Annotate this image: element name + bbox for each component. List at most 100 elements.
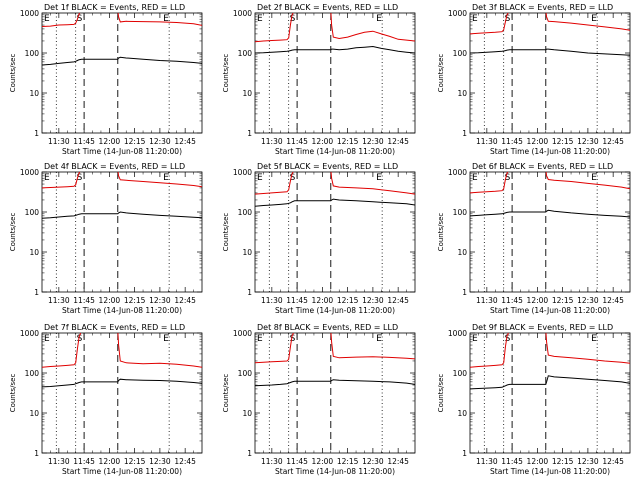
y-axis-label: Counts/sec	[9, 374, 17, 413]
plot-frame	[41, 12, 203, 134]
series-events-line	[470, 209, 630, 218]
x-tick-label: 12:30	[362, 296, 384, 305]
y-axis-label: Counts/sec	[222, 54, 230, 93]
marker-start-label: E	[257, 334, 263, 344]
marker-end-label: E	[376, 14, 382, 24]
detector-panel: Det 8f BLACK = Events, RED = LLD 1 10 100 10…	[222, 323, 416, 476]
series-lld-line	[470, 13, 630, 35]
y-axis-label: Counts/sec	[222, 374, 230, 413]
x-axis-label: Start Time (14-Jun-08 11:20:00)	[490, 306, 610, 315]
x-axis-label: Start Time (14-Jun-08 11:20:00)	[62, 467, 182, 476]
plot-frame	[254, 332, 416, 454]
x-tick-label: 11:30	[48, 296, 70, 305]
x-axis-label: Start Time (14-Jun-08 11:20:00)	[62, 306, 182, 315]
series-lld-line	[470, 333, 630, 368]
y-tick-label: 1000	[20, 168, 39, 177]
y-tick-label: 10	[242, 89, 252, 98]
x-axis-label: Start Time (14-Jun-08 11:20:00)	[62, 147, 182, 156]
panel-title: Det 2f BLACK = Events, RED = LLD	[257, 3, 398, 12]
series-lld-line	[470, 172, 630, 194]
y-axis-label: Counts/sec	[437, 54, 445, 93]
y-tick-label: 100	[453, 369, 468, 378]
marker-end-label: E	[591, 173, 597, 183]
panel-title: Det 3f BLACK = Events, RED = LLD	[472, 3, 613, 12]
x-tick-label: 12:45	[174, 137, 196, 146]
y-tick-label: 1000	[233, 9, 252, 18]
y-axis-label: Counts/sec	[437, 213, 445, 252]
x-tick-label: 11:45	[286, 296, 308, 305]
marker-end-label: E	[591, 14, 597, 24]
y-tick-label: 100	[25, 208, 40, 217]
marker-end-label: E	[163, 173, 169, 183]
detector-panel: Det 9f BLACK = Events, RED = LLD 1 10 100 10…	[437, 323, 631, 476]
x-tick-label: 12:30	[577, 296, 599, 305]
y-tick-label: 10	[29, 89, 39, 98]
marker-s-label: S	[77, 173, 83, 183]
x-tick-label: 11:30	[476, 137, 498, 146]
y-tick-label: 100	[238, 369, 253, 378]
plot-frame	[469, 12, 631, 134]
panel-title: Det 9f BLACK = Events, RED = LLD	[472, 323, 613, 332]
x-tick-label: 11:45	[501, 457, 523, 466]
detector-panel: Det 1f BLACK = Events, RED = LLD 1 10 100 10…	[9, 3, 203, 156]
marker-s-label: S	[505, 173, 511, 183]
series-events-line	[255, 379, 415, 387]
x-axis-label: Start Time (14-Jun-08 11:20:00)	[490, 467, 610, 476]
detector-panel: Det 7f BLACK = Events, RED = LLD 1 10 100 10…	[9, 323, 203, 476]
series-events-line	[42, 56, 202, 66]
plot-frame	[254, 171, 416, 293]
x-tick-label: 12:45	[174, 457, 196, 466]
marker-s-label: S	[505, 334, 511, 344]
y-tick-label: 100	[453, 208, 468, 217]
x-axis-label: Start Time (14-Jun-08 11:20:00)	[490, 147, 610, 156]
detector-panel: Det 3f BLACK = Events, RED = LLD 1 10 100 10…	[437, 3, 631, 156]
plot-frame	[469, 171, 631, 293]
series-lld-line	[255, 172, 415, 195]
y-tick-label: 1	[247, 129, 252, 138]
x-tick-label: 12:15	[552, 457, 574, 466]
detector-panel: Det 2f BLACK = Events, RED = LLD 1 10 100 10…	[222, 3, 416, 156]
series-events-line	[42, 211, 202, 219]
plot-frame	[41, 171, 203, 293]
series-lld-line	[255, 13, 415, 43]
y-tick-label: 1	[34, 449, 39, 458]
y-tick-label: 1000	[448, 329, 467, 338]
y-tick-label: 1000	[233, 168, 252, 177]
y-tick-label: 1	[247, 288, 252, 297]
x-tick-label: 12:00	[527, 457, 549, 466]
y-tick-label: 1000	[20, 9, 39, 18]
marker-s-label: S	[77, 14, 83, 24]
marker-start-label: E	[472, 14, 478, 24]
y-tick-label: 1	[34, 288, 39, 297]
series-events-line	[42, 378, 202, 388]
x-tick-label: 12:00	[99, 296, 121, 305]
x-tick-label: 11:45	[286, 137, 308, 146]
x-tick-label: 12:15	[124, 296, 146, 305]
marker-start-label: E	[44, 173, 50, 183]
series-events-line	[470, 375, 630, 390]
x-tick-label: 12:00	[312, 457, 334, 466]
x-tick-label: 12:15	[124, 137, 146, 146]
x-tick-label: 12:15	[337, 296, 359, 305]
x-tick-label: 12:45	[602, 457, 624, 466]
x-tick-label: 12:15	[337, 137, 359, 146]
marker-end-label: E	[163, 14, 169, 24]
series-lld-line	[42, 333, 202, 368]
x-tick-label: 11:30	[261, 296, 283, 305]
panel-title: Det 5f BLACK = Events, RED = LLD	[257, 162, 398, 171]
x-tick-label: 12:00	[527, 296, 549, 305]
x-tick-label: 11:45	[73, 457, 95, 466]
x-axis-label: Start Time (14-Jun-08 11:20:00)	[275, 306, 395, 315]
y-tick-label: 1000	[20, 329, 39, 338]
x-tick-label: 12:30	[577, 457, 599, 466]
x-tick-label: 11:45	[501, 137, 523, 146]
y-axis-label: Counts/sec	[222, 213, 230, 252]
y-tick-label: 10	[457, 89, 467, 98]
series-lld-line	[255, 333, 415, 364]
x-tick-label: 12:45	[174, 296, 196, 305]
x-tick-label: 12:30	[149, 296, 171, 305]
y-tick-label: 1	[34, 129, 39, 138]
y-tick-label: 10	[457, 248, 467, 257]
x-tick-label: 11:30	[261, 137, 283, 146]
